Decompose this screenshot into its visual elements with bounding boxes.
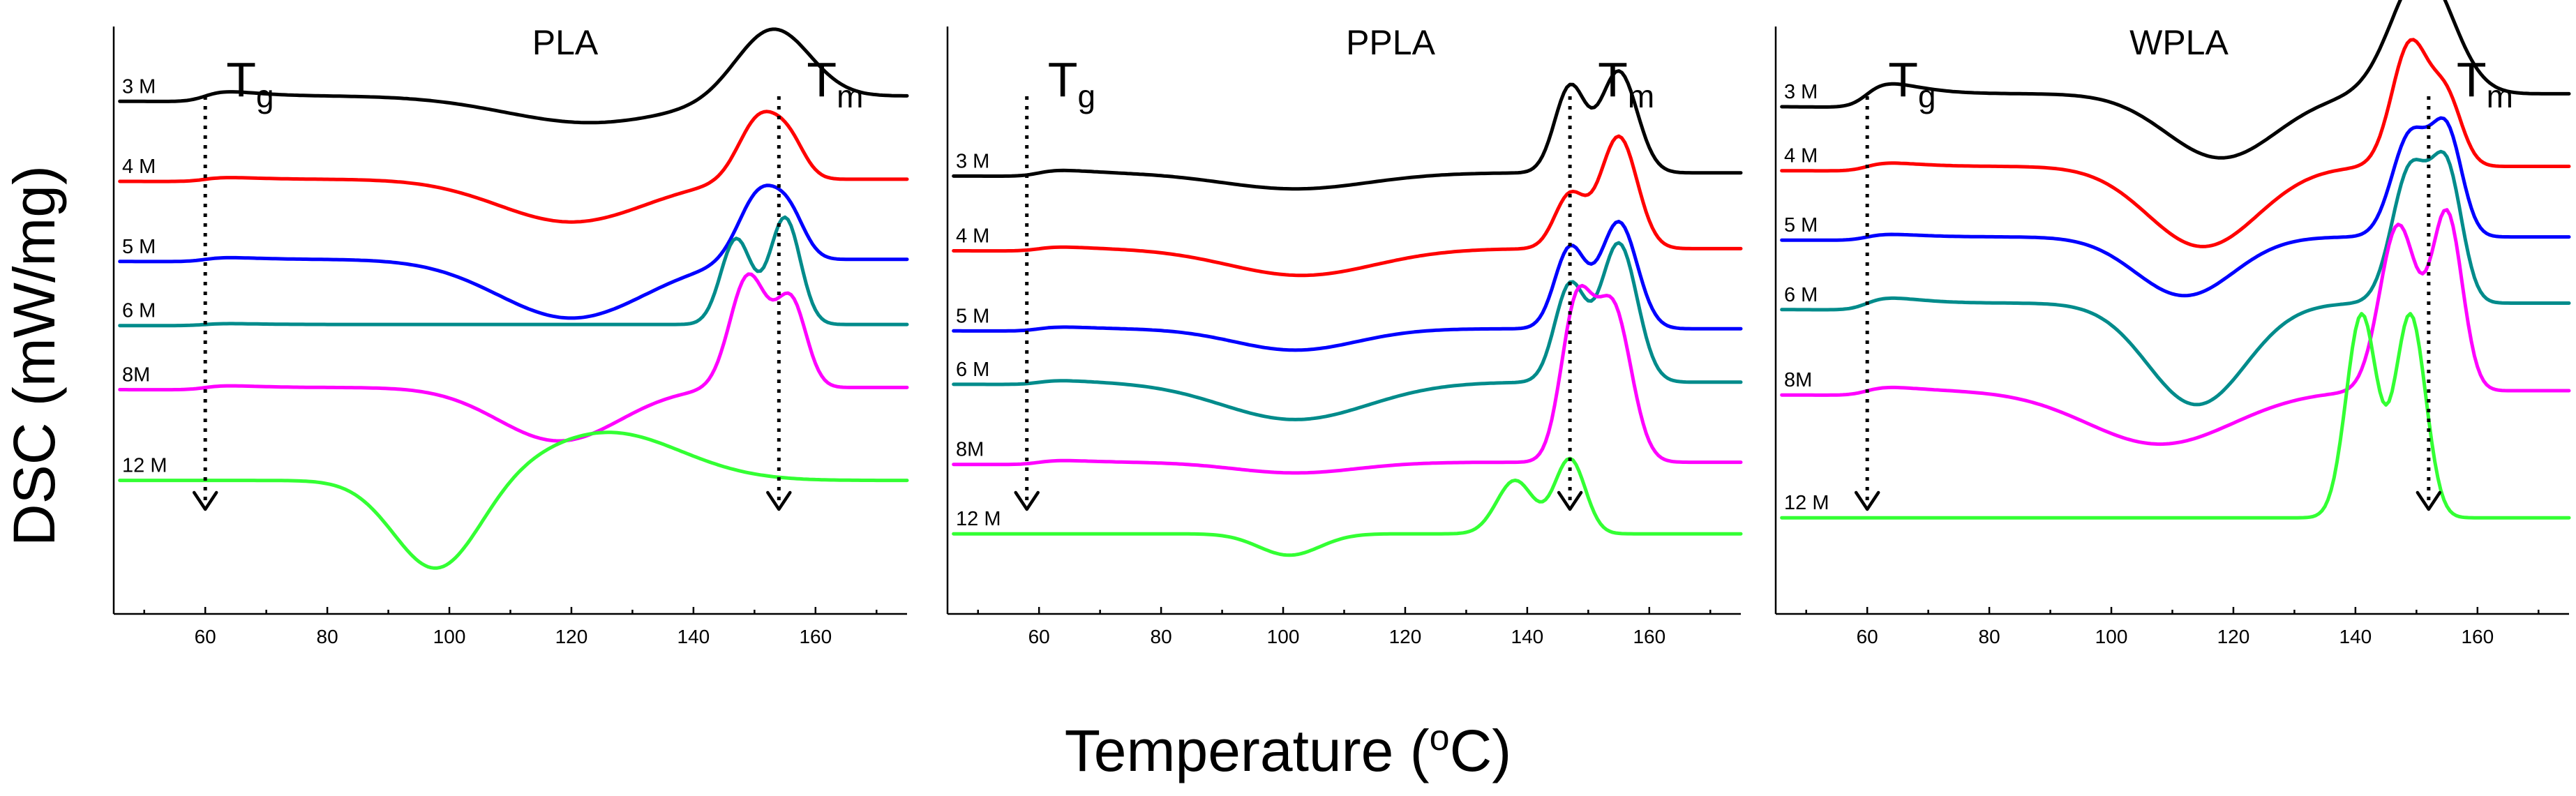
series-line-5m <box>1780 116 2571 298</box>
marker-label-tg: Tg <box>226 52 274 114</box>
marker-arrow-tg <box>1854 490 1880 511</box>
series-line-6m <box>118 215 909 328</box>
x-tick-label: 140 <box>677 626 710 647</box>
series-label: 6 M <box>956 359 989 381</box>
marker-arrow-tm <box>2416 490 2442 511</box>
panel-title: PLA <box>532 23 599 62</box>
series-label: 8M <box>1784 369 1812 391</box>
x-tick-label: 120 <box>1389 626 1422 647</box>
series-line-12m <box>1780 312 2571 520</box>
marker-label-tg: Tg <box>1048 52 1095 114</box>
panel-ppla: 60 80 100 120 140 160 PPLA 3 M 4 M 5 M 6 M 8M 12 M Tg… <box>946 23 1743 647</box>
marker-arrow-tm <box>766 490 792 511</box>
x-tick-label: 140 <box>2339 626 2372 647</box>
series-label: 5 M <box>1784 214 1818 236</box>
panel-pla: 60 80 100 120 140 160 PLA 3 M 4 M 5 M 6 M 8M 12 M Tg T… <box>112 23 909 647</box>
series-line-8m <box>952 283 1743 475</box>
marker-arrow-tm <box>1557 490 1583 511</box>
marker-arrow-tg <box>192 490 218 511</box>
x-tick-label: 120 <box>2217 626 2250 647</box>
y-axis-title: DSC (mW/mg) <box>1 165 67 546</box>
series-label: 12 M <box>122 455 167 477</box>
series-label: 5 M <box>956 305 989 327</box>
series-label: 5 M <box>122 236 156 258</box>
series-label: 3 M <box>1784 81 1818 103</box>
x-tick-label: 160 <box>2461 626 2494 647</box>
x-tick-label: 60 <box>1857 626 1878 647</box>
series-label: 6 M <box>122 300 156 322</box>
series-line-5m <box>118 183 909 320</box>
x-tick-label: 100 <box>433 626 466 647</box>
marker-label-tm: Tm <box>2457 52 2513 114</box>
series-line-8m <box>1780 208 2571 446</box>
series-line-12m <box>118 430 909 570</box>
series-line-6m <box>952 241 1743 421</box>
x-tick-label: 100 <box>1267 626 1300 647</box>
x-tick-label: 140 <box>1511 626 1544 647</box>
series-line-3m <box>952 69 1743 191</box>
x-tick-label: 60 <box>1028 626 1050 647</box>
series-label: 4 M <box>122 156 156 178</box>
marker-label-tm: Tm <box>807 52 863 114</box>
x-tick-label: 60 <box>195 626 216 647</box>
x-tick-label: 100 <box>2095 626 2128 647</box>
series-line-3m <box>118 27 909 125</box>
series-label: 4 M <box>956 225 989 248</box>
series-line-12m <box>952 456 1743 557</box>
series-line-4m <box>1780 38 2571 248</box>
x-tick-label: 120 <box>555 626 588 647</box>
x-tick-label: 160 <box>1633 626 1665 647</box>
series-line-5m <box>952 220 1743 352</box>
series-label: 12 M <box>956 508 1001 530</box>
series-label: 8M <box>956 439 984 461</box>
series-label: 4 M <box>1784 145 1818 167</box>
series-line-3m <box>1780 0 2571 160</box>
series-line-8m <box>118 272 909 443</box>
series-label: 6 M <box>1784 284 1818 306</box>
x-tick-label: 80 <box>1151 626 1172 647</box>
panel-title: PPLA <box>1346 23 1436 62</box>
panel-title: WPLA <box>2129 23 2229 62</box>
x-tick-label: 80 <box>317 626 338 647</box>
x-tick-label: 80 <box>1979 626 2000 647</box>
marker-label-tm: Tm <box>1598 52 1654 114</box>
series-line-4m <box>118 110 909 224</box>
chart-panels: 60 80 100 120 140 160 PLA 3 M 4 M 5 M 6 M 8M 12 M Tg T… <box>112 0 2571 647</box>
series-line-6m <box>1780 149 2571 407</box>
series-label: 12 M <box>1784 492 1829 514</box>
x-axis-title: Temperature (oC) <box>1065 718 1511 783</box>
series-label: 3 M <box>956 150 989 172</box>
x-tick-label: 160 <box>799 626 832 647</box>
marker-arrow-tg <box>1014 490 1040 511</box>
series-line-4m <box>952 134 1743 278</box>
series-label: 3 M <box>122 75 156 98</box>
panel-wpla: 60 80 100 120 140 160 WPLA 3 M 4 M 5 M 6 M 8M 12 M Tg… <box>1774 0 2571 647</box>
series-label: 8M <box>122 364 150 386</box>
marker-label-tg: Tg <box>1888 52 1935 114</box>
